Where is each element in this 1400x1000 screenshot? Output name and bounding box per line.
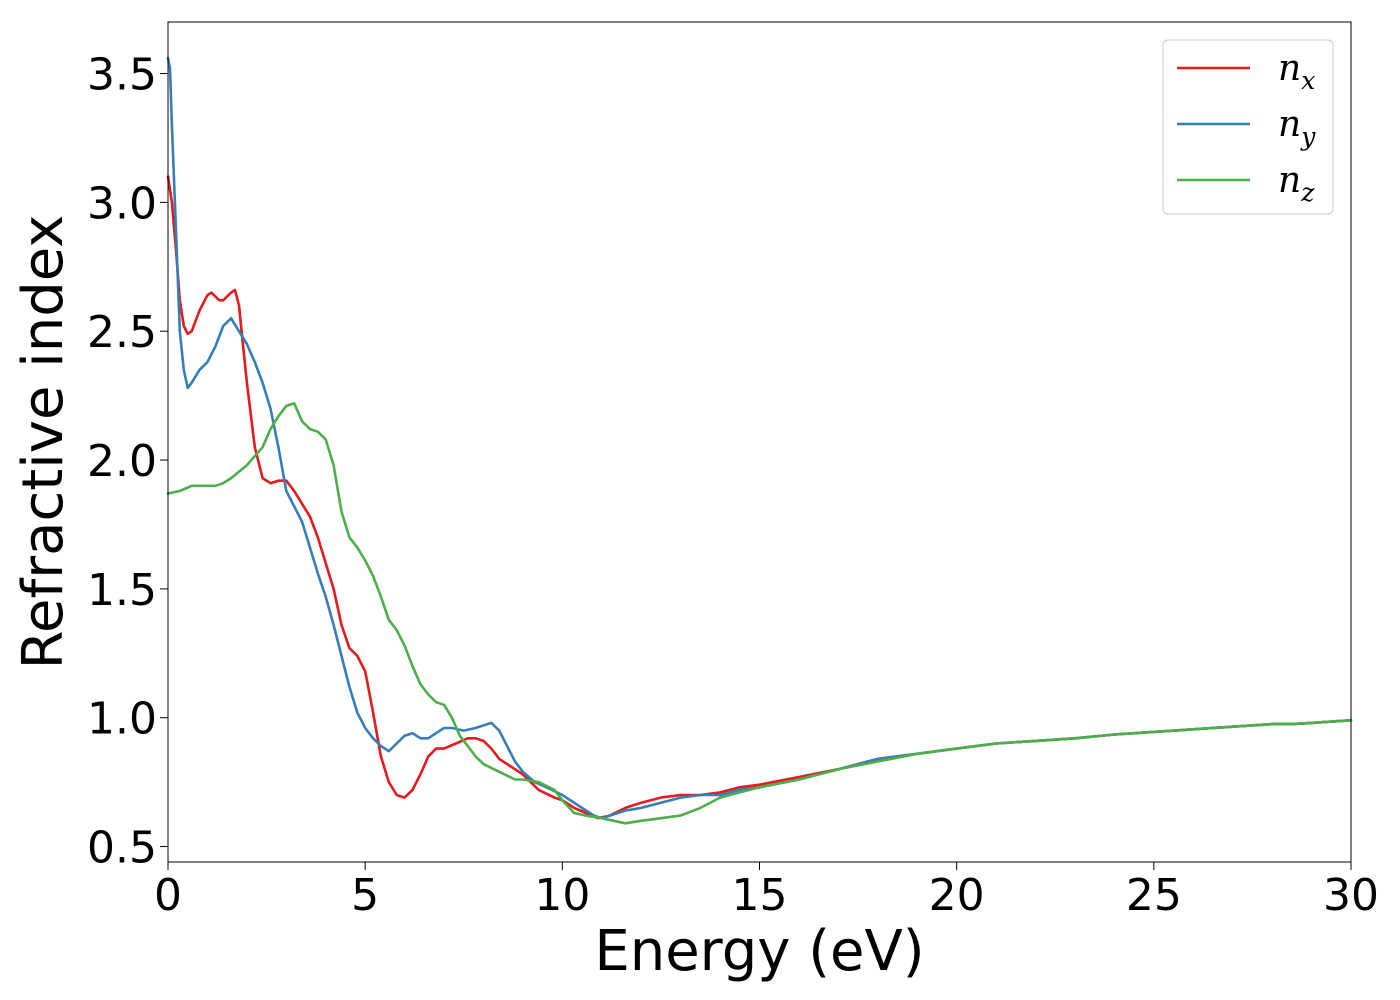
x-tick-label: 10 bbox=[534, 870, 590, 921]
y-axis: 0.5 1.0 1.5 2.0 2.5 3.0 3.5 bbox=[87, 50, 168, 874]
series-line-x bbox=[166, 175, 1353, 820]
y-axis-label: Refractive index bbox=[11, 215, 76, 670]
y-tick-label: 0.5 bbox=[87, 823, 157, 874]
y-tick-label: 2.0 bbox=[87, 436, 157, 487]
x-tick-label: 30 bbox=[1323, 870, 1379, 921]
x-tick-label: 5 bbox=[351, 870, 379, 921]
y-tick-label: 1.5 bbox=[87, 565, 157, 616]
x-tick-label: 15 bbox=[732, 870, 788, 921]
x-tick-label: 0 bbox=[154, 870, 182, 921]
x-tick-label: 25 bbox=[1126, 870, 1182, 921]
legend-label-z: nz bbox=[1278, 160, 1315, 207]
series-line-z bbox=[166, 402, 1353, 825]
x-axis: 0 5 10 15 20 25 30 bbox=[154, 862, 1379, 921]
y-tick-label: 3.0 bbox=[87, 178, 157, 229]
legend: nx ny nz bbox=[1162, 39, 1334, 215]
y-tick-label: 1.0 bbox=[87, 694, 157, 745]
y-tick-label: 3.5 bbox=[87, 50, 157, 101]
x-tick-label: 20 bbox=[929, 870, 985, 921]
legend-label-x: nx bbox=[1278, 48, 1315, 95]
legend-box bbox=[1162, 39, 1334, 215]
legend-label-y: ny bbox=[1278, 104, 1316, 151]
series-group bbox=[166, 56, 1353, 825]
y-tick-label: 2.5 bbox=[87, 307, 157, 358]
x-axis-label: Energy (eV) bbox=[594, 919, 924, 984]
